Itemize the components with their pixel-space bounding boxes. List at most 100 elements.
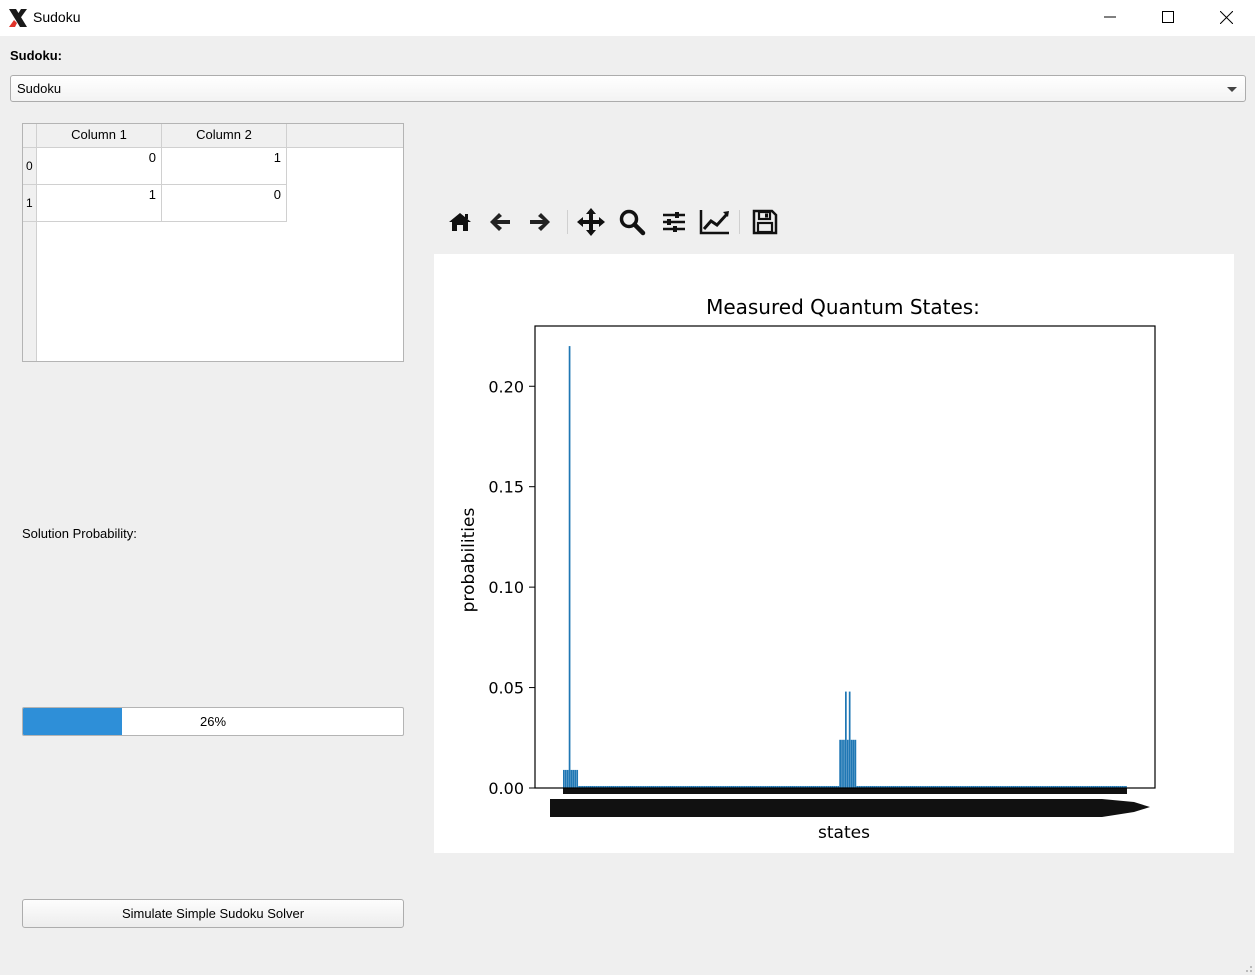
chart-bar xyxy=(1088,785,1091,788)
chart-bar xyxy=(1062,785,1064,788)
chart-bar xyxy=(717,785,720,788)
zoom-button[interactable] xyxy=(614,204,650,240)
chart-bar xyxy=(995,785,998,788)
chart-bar xyxy=(810,785,813,788)
chart-bar xyxy=(808,785,811,788)
resize-grip-icon[interactable] xyxy=(1241,961,1253,973)
column-header[interactable]: Column 2 xyxy=(162,124,287,148)
chart-bar xyxy=(1075,785,1078,788)
chart-bar xyxy=(684,785,687,788)
table-cell[interactable]: 0 xyxy=(162,185,287,222)
chart-bar xyxy=(883,785,885,788)
maximize-button[interactable] xyxy=(1139,0,1197,34)
chart-bar xyxy=(1058,785,1061,788)
chart-bar xyxy=(791,785,794,788)
chart-title: Measured Quantum States: xyxy=(706,295,980,319)
chart-bar xyxy=(667,785,670,788)
plot-canvas[interactable]: Measured Quantum States: probabilities s… xyxy=(434,254,1234,853)
chart-bar xyxy=(734,785,737,788)
chart-bar xyxy=(852,739,855,788)
forward-button[interactable] xyxy=(522,204,558,240)
table-cell[interactable]: 0 xyxy=(37,148,162,185)
chart-bar xyxy=(702,785,704,788)
chart-bar xyxy=(772,785,775,788)
chart-bar xyxy=(656,785,659,788)
chart-bar xyxy=(625,785,628,788)
chart-bar xyxy=(1098,785,1101,788)
back-icon xyxy=(490,213,510,231)
chart-bar xyxy=(877,785,880,788)
configure-subplots-button[interactable] xyxy=(656,204,692,240)
sudoku-select[interactable]: Sudoku xyxy=(10,75,1246,102)
chart-bar xyxy=(637,785,640,788)
chart-bar xyxy=(1012,785,1015,788)
chart-bar xyxy=(1048,785,1051,788)
chart-bar xyxy=(639,785,641,788)
chart-bar xyxy=(812,785,815,788)
simulate-button[interactable]: Simulate Simple Sudoku Solver xyxy=(22,899,404,928)
chart-bar xyxy=(784,785,786,788)
chart-bar xyxy=(759,785,761,788)
home-icon xyxy=(449,213,471,231)
chart-bar xyxy=(755,785,758,788)
chart-bar xyxy=(641,785,643,788)
edit-axis-button[interactable] xyxy=(697,204,733,240)
chart-bar xyxy=(923,785,925,788)
column-header-empty xyxy=(287,124,403,148)
row-header[interactable]: 0 xyxy=(23,148,37,185)
minimize-button[interactable] xyxy=(1081,0,1139,34)
chart-bar xyxy=(1071,785,1074,788)
chart-bar xyxy=(776,785,779,788)
chart-bar xyxy=(568,346,571,788)
chart-bar xyxy=(942,785,944,788)
pan-button[interactable] xyxy=(573,204,609,240)
chart-bar xyxy=(614,785,617,788)
save-button[interactable] xyxy=(747,204,783,240)
chart-bar xyxy=(580,785,582,788)
progress-text: 26% xyxy=(199,714,227,729)
chart-bar xyxy=(570,769,573,788)
chart-bar xyxy=(1119,785,1122,788)
chart-bar xyxy=(785,785,788,788)
minimize-icon xyxy=(1104,16,1116,18)
close-button[interactable] xyxy=(1197,0,1255,34)
chart-bar xyxy=(991,785,994,788)
row-header[interactable]: 1 xyxy=(23,185,37,222)
chart-bar xyxy=(646,785,649,788)
chart-bar xyxy=(711,785,714,788)
chart-bar xyxy=(829,785,832,788)
chart-bar xyxy=(804,785,807,788)
sudoku-select-value: Sudoku xyxy=(17,81,62,96)
toolbar-separator xyxy=(739,210,740,234)
table-cell[interactable]: 1 xyxy=(37,185,162,222)
chart-bar xyxy=(936,785,939,788)
chart-bar xyxy=(723,785,725,788)
chart-bar xyxy=(854,739,857,788)
chart-bar xyxy=(629,785,632,788)
chart-bar xyxy=(1027,785,1030,788)
chart-bar xyxy=(1039,785,1042,788)
sudoku-table[interactable]: Column 1 Column 2 0 1 0 1 1 0 xyxy=(22,123,404,362)
chart-bar xyxy=(1123,785,1125,788)
chart-bar xyxy=(677,785,680,788)
chart-bar xyxy=(1018,785,1021,788)
edit-axis-icon xyxy=(699,210,729,235)
home-button[interactable] xyxy=(442,204,478,240)
chart-bar xyxy=(789,785,792,788)
chart-bar xyxy=(925,785,927,788)
chart-bar xyxy=(959,785,962,788)
chart-bar xyxy=(913,785,916,788)
chart-bar xyxy=(1064,785,1066,788)
chart-bar xyxy=(601,785,603,788)
chart-bar xyxy=(917,785,920,788)
back-button[interactable] xyxy=(482,204,518,240)
chart-bar xyxy=(690,785,693,788)
chart-bar xyxy=(709,785,712,788)
table-corner-button[interactable] xyxy=(23,124,37,148)
chart-bar xyxy=(806,785,809,788)
column-header[interactable]: Column 1 xyxy=(37,124,162,148)
chart-bar xyxy=(616,785,619,788)
chart-bar xyxy=(732,785,735,788)
table-cell[interactable]: 1 xyxy=(162,148,287,185)
chart-bar xyxy=(909,785,912,788)
